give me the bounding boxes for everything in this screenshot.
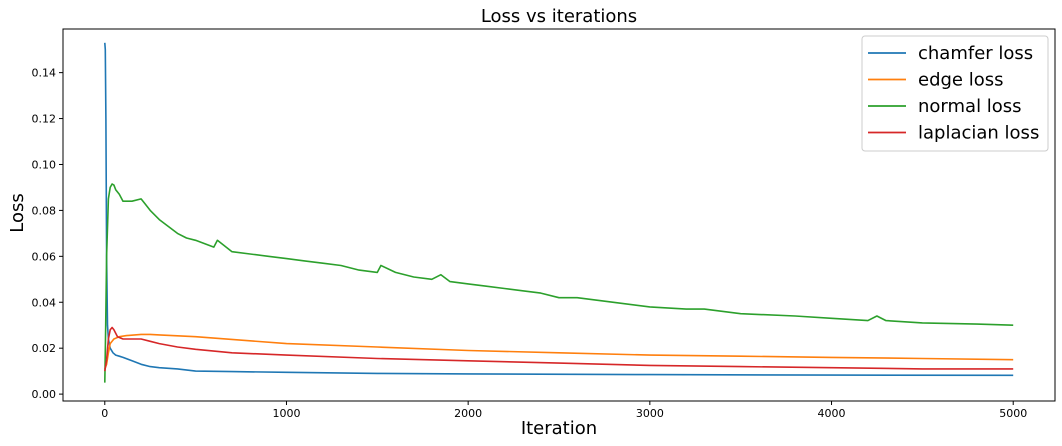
y-tick-label: 0.08 [32,204,57,217]
y-tick-label: 0.06 [32,250,57,263]
legend-box [861,35,1049,152]
legend-label: edge loss [918,70,1004,91]
y-tick-label: 0.02 [32,342,57,355]
legend: chamfer loss edge loss normal loss laplacia… [861,35,1049,152]
legend-label: laplacian loss [918,123,1039,144]
x-tick-label: 1000 [272,407,300,420]
y-tick-label: 0.00 [32,388,57,401]
y-axis-label: Loss [7,193,28,232]
y-tick-label: 0.14 [32,67,57,80]
legend-label: normal loss [918,96,1022,117]
x-tick-label: 5000 [999,407,1027,420]
x-axis-label: Iteration [521,418,597,439]
series-line-edge-loss [104,333,1014,370]
chart-title: Loss vs iterations [481,6,637,27]
series-line-laplacian-loss [104,326,1014,372]
plot-frame [62,28,1056,402]
plot-area [104,42,1014,383]
y-tick-label: 0.04 [32,296,57,309]
x-tick-label: 0 [101,407,108,420]
y-tick-label: 0.10 [32,158,57,171]
y-axis: 0.00 0.02 0.04 0.06 0.08 0.10 0.12 0.14 [32,67,63,401]
series-line-normal-loss [104,183,1014,383]
series-line-chamfer-loss [104,42,1014,377]
x-tick-label: 4000 [818,407,846,420]
y-tick-label: 0.12 [32,113,57,126]
x-tick-label: 2000 [454,407,482,420]
legend-label: chamfer loss [918,43,1033,64]
x-axis: 0 1000 2000 3000 4000 5000 [101,401,1027,420]
x-tick-label: 3000 [636,407,664,420]
